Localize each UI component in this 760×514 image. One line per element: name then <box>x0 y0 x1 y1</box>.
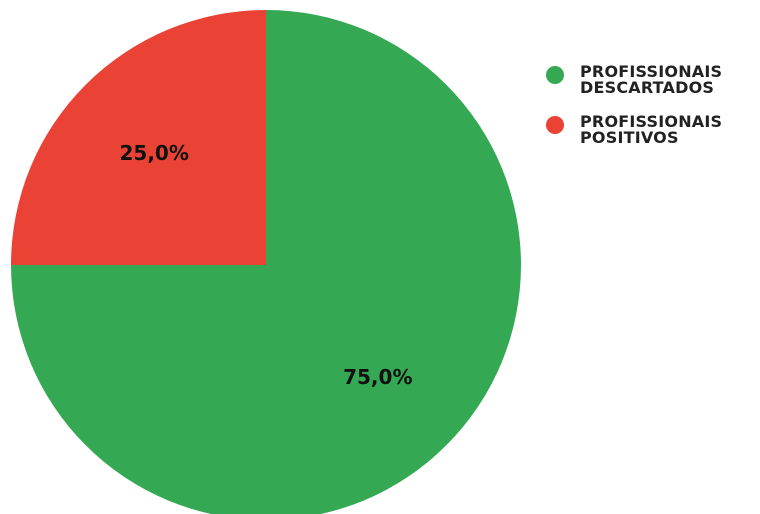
legend-swatch-descartados <box>546 66 564 84</box>
slice-label-descartados: 75,0% <box>343 365 412 389</box>
legend-item-descartados[interactable]: PROFISSIONAIS DESCARTADOS <box>546 64 756 98</box>
slice-label-positivos: 25,0% <box>120 141 189 165</box>
legend: PROFISSIONAIS DESCARTADOS PROFISSIONAIS … <box>546 64 756 164</box>
legend-label-descartados: PROFISSIONAIS DESCARTADOS <box>580 62 723 97</box>
pie-chart-canvas: 75,0% 25,0% <box>11 10 521 514</box>
legend-item-positivos[interactable]: PROFISSIONAIS POSITIVOS <box>546 114 756 148</box>
slice-descartados[interactable] <box>11 10 521 514</box>
slice-positivos[interactable] <box>11 10 266 265</box>
legend-swatch-positivos <box>546 116 564 134</box>
legend-label-positivos: PROFISSIONAIS POSITIVOS <box>580 112 723 147</box>
